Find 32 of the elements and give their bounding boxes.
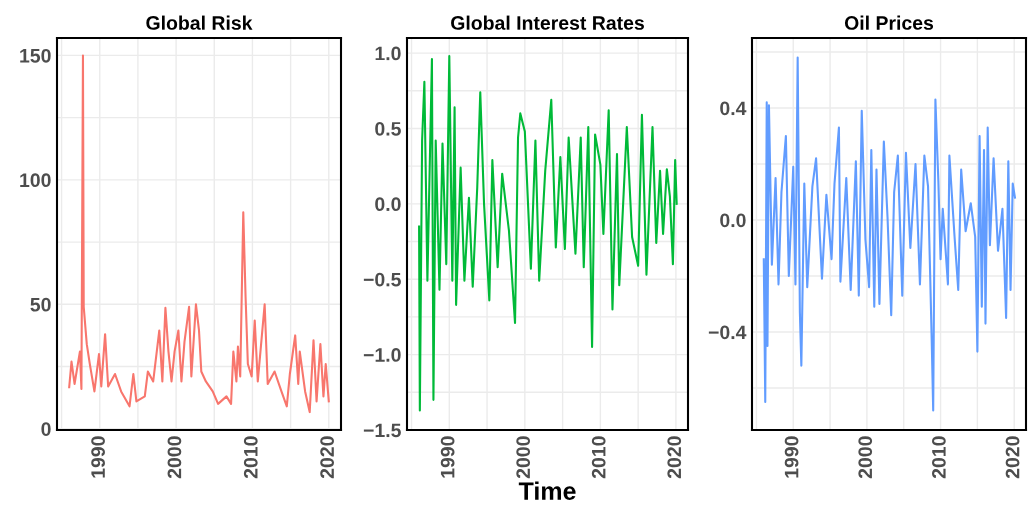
- x-tick-label: 1990: [91, 436, 105, 478]
- x-tick-label: 1990: [440, 436, 455, 478]
- y-tick-label: 0.4: [720, 101, 747, 116]
- y-tick-label: 150: [20, 48, 51, 63]
- y-tick-label: 0.0: [720, 213, 746, 228]
- line-series: [418, 55, 678, 412]
- y-tick-label: 100: [20, 173, 51, 188]
- x-tick-label: 2020: [667, 436, 682, 479]
- x-tick-label: 1990: [784, 436, 799, 478]
- x-tick-label: 2020: [320, 436, 334, 479]
- chart-title: Global Risk: [146, 15, 253, 30]
- y-tick-label: 0: [41, 422, 51, 436]
- line-series: [762, 56, 1016, 412]
- chart-title: Global Interest Rates: [451, 15, 644, 30]
- x-tick-label: 2000: [858, 436, 873, 479]
- y-tick-label: −0.5: [363, 272, 401, 287]
- x-tick-label: 2020: [1005, 436, 1020, 479]
- y-tick-label: 50: [30, 297, 51, 312]
- y-tick-label: 1.0: [375, 46, 401, 61]
- x-tick-label: 2000: [516, 436, 531, 479]
- y-tick-label: 0.0: [375, 197, 401, 212]
- x-tick-label: 2010: [243, 436, 258, 479]
- y-tick-label: −1.5: [363, 423, 401, 438]
- x-tick-label: 2000: [167, 436, 182, 479]
- y-tick-label: −0.4: [708, 325, 747, 340]
- x-tick-label: 2010: [932, 436, 946, 479]
- y-tick-label: 0.5: [375, 121, 401, 136]
- x-tick-label: 2010: [591, 436, 606, 479]
- x-axis-title: Time: [518, 481, 576, 500]
- y-tick-label: −1.0: [363, 348, 401, 362]
- chart-title: Oil Prices: [844, 15, 934, 30]
- line-series: [68, 54, 330, 414]
